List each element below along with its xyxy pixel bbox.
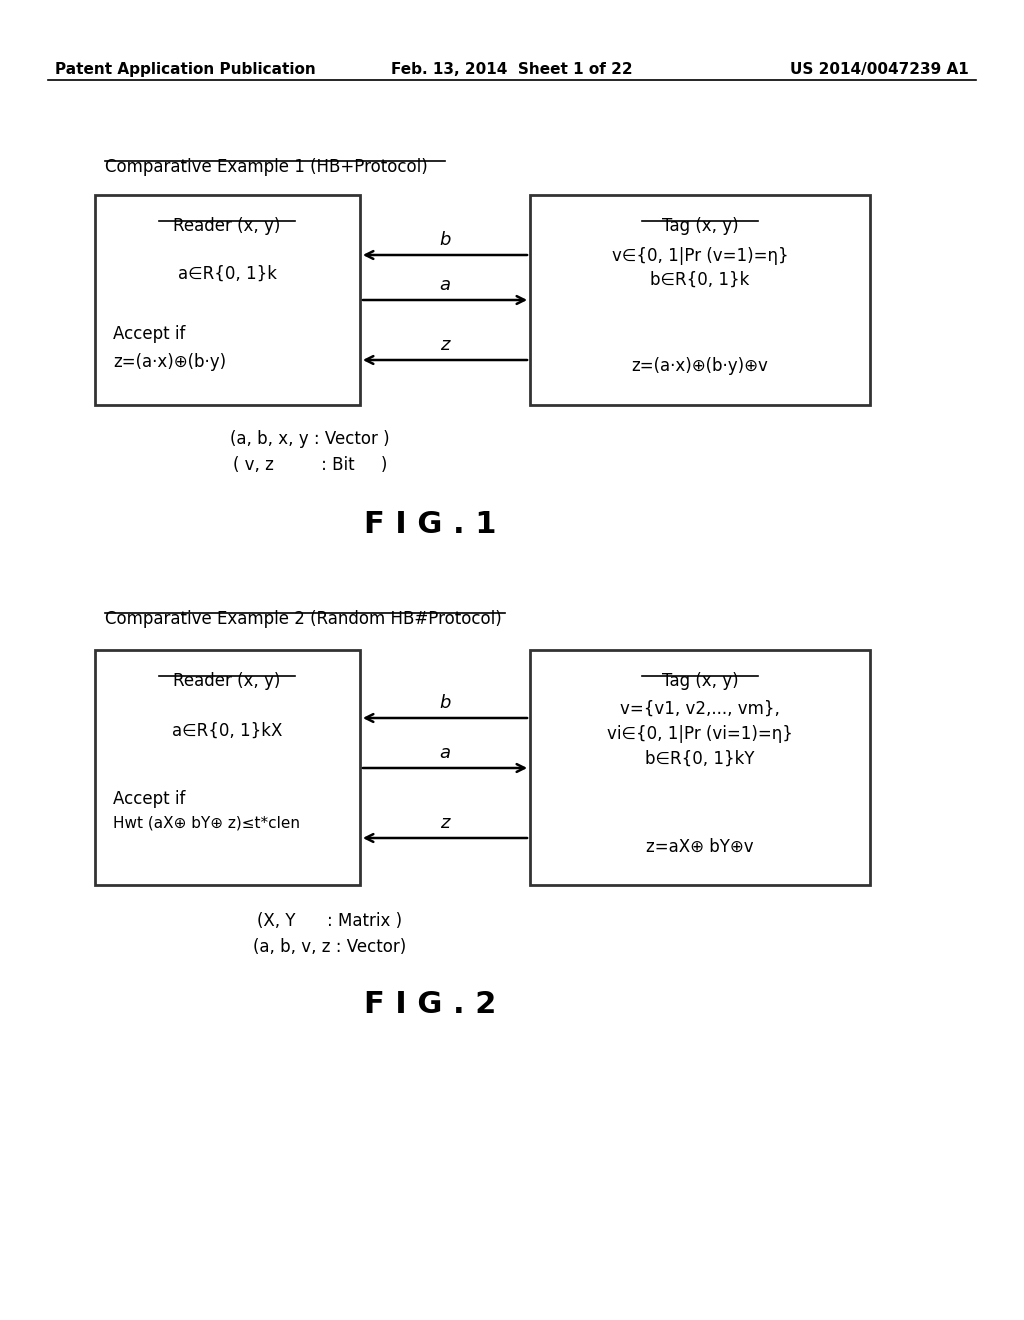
Text: v={v1, v2,..., vm},: v={v1, v2,..., vm},	[621, 700, 780, 718]
Text: Reader (x, y): Reader (x, y)	[173, 216, 281, 235]
Text: Patent Application Publication: Patent Application Publication	[55, 62, 315, 77]
Text: b∈R{0, 1}kY: b∈R{0, 1}kY	[645, 750, 755, 768]
Text: Tag (x, y): Tag (x, y)	[662, 216, 738, 235]
Text: F I G . 2: F I G . 2	[364, 990, 497, 1019]
Text: b∈R{0, 1}k: b∈R{0, 1}k	[650, 271, 750, 289]
Text: Feb. 13, 2014  Sheet 1 of 22: Feb. 13, 2014 Sheet 1 of 22	[391, 62, 633, 77]
Text: a∈R{0, 1}kX: a∈R{0, 1}kX	[172, 722, 283, 741]
Text: Hwt (aX⊕ bY⊕ z)≤t*clen: Hwt (aX⊕ bY⊕ z)≤t*clen	[113, 814, 300, 830]
Text: Reader (x, y): Reader (x, y)	[173, 672, 281, 690]
Text: z=(a·x)⊕(b·y): z=(a·x)⊕(b·y)	[113, 352, 226, 371]
Text: z=(a·x)⊕(b·y)⊕v: z=(a·x)⊕(b·y)⊕v	[632, 356, 768, 375]
Text: F I G . 1: F I G . 1	[364, 510, 497, 539]
Text: z: z	[440, 337, 450, 354]
Text: Accept if: Accept if	[113, 789, 185, 808]
Text: a: a	[439, 744, 451, 762]
Text: Accept if: Accept if	[113, 325, 185, 343]
Text: US 2014/0047239 A1: US 2014/0047239 A1	[791, 62, 969, 77]
Text: (a, b, v, z : Vector): (a, b, v, z : Vector)	[253, 939, 407, 956]
Text: z: z	[440, 814, 450, 832]
Text: b: b	[439, 231, 451, 249]
Text: v∈{0, 1|Pr (v=1)=η}: v∈{0, 1|Pr (v=1)=η}	[611, 247, 788, 265]
Text: a: a	[439, 276, 451, 294]
Bar	[95, 195, 360, 405]
Text: Comparative Example 2 (Random HB#Protocol): Comparative Example 2 (Random HB#Protoco…	[105, 610, 502, 628]
Text: (a, b, x, y : Vector ): (a, b, x, y : Vector )	[230, 430, 390, 447]
Bar	[530, 195, 870, 405]
Text: vi∈{0, 1|Pr (vi=1)=η}: vi∈{0, 1|Pr (vi=1)=η}	[607, 725, 793, 743]
Text: Comparative Example 1 (HB+Protocol): Comparative Example 1 (HB+Protocol)	[105, 158, 428, 176]
Text: z=aX⊕ bY⊕v: z=aX⊕ bY⊕v	[646, 838, 754, 855]
Text: Tag (x, y): Tag (x, y)	[662, 672, 738, 690]
Text: b: b	[439, 694, 451, 711]
Text: ( v, z         : Bit     ): ( v, z : Bit )	[232, 455, 387, 474]
Bar	[530, 649, 870, 884]
Bar	[95, 649, 360, 884]
Text: (X, Y      : Matrix ): (X, Y : Matrix )	[257, 912, 402, 931]
Text: a∈R{0, 1}k: a∈R{0, 1}k	[177, 265, 276, 282]
